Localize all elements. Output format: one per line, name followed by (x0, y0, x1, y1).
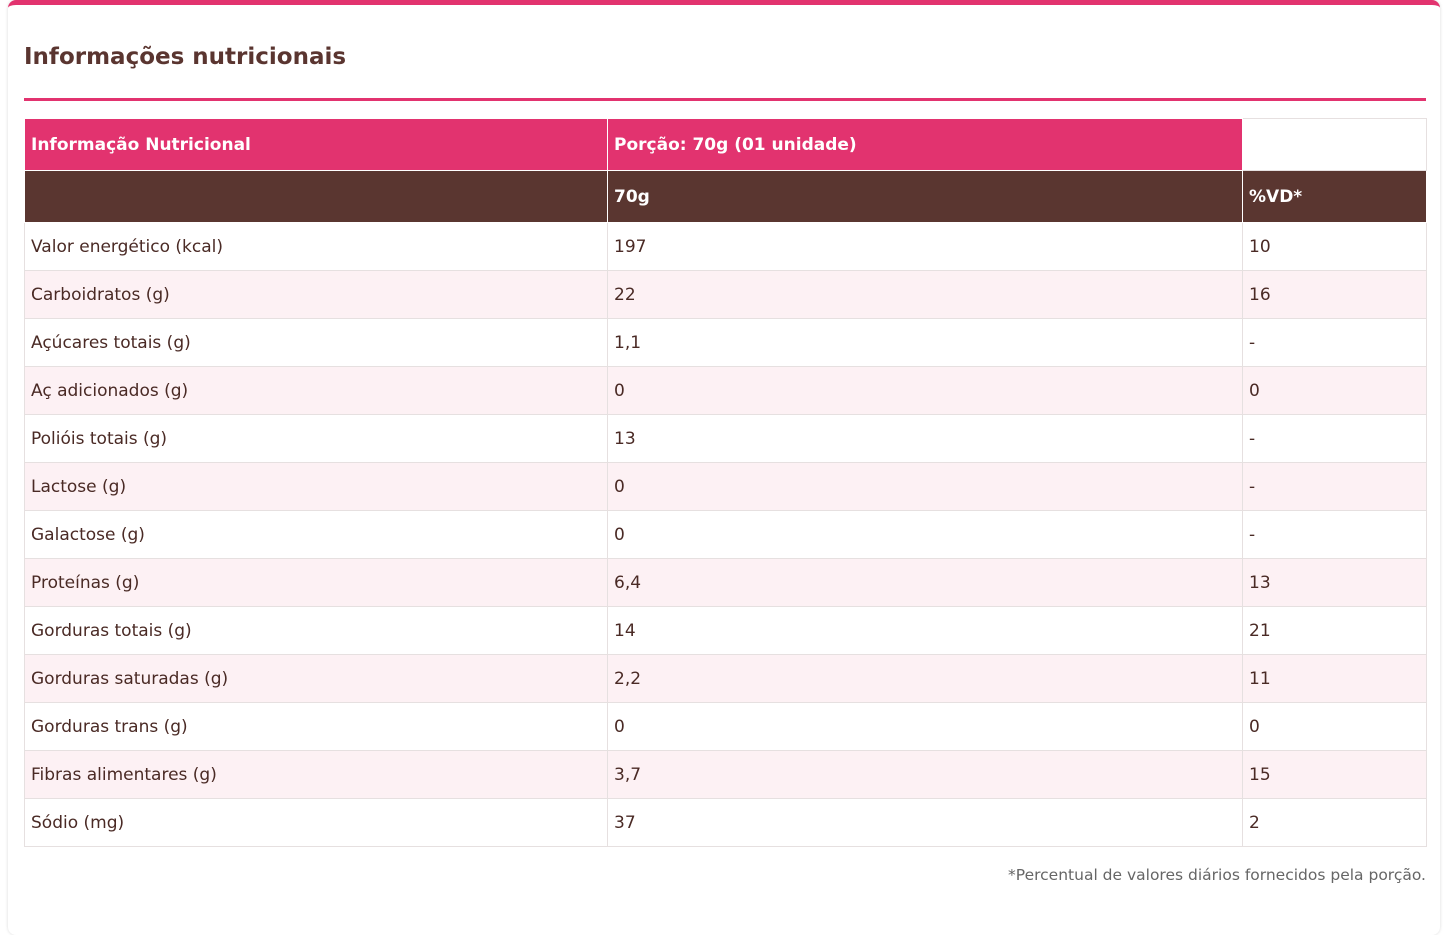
table-cell: Gorduras trans (g) (24, 702, 608, 751)
table-cell: Proteínas (g) (24, 558, 608, 607)
table-row: Polióis totais (g) 13- (24, 414, 1427, 463)
table-cell: Lactose (g) (24, 462, 608, 511)
table-cell: Galactose (g) (24, 510, 608, 559)
table-cell: 13 (607, 414, 1243, 463)
table-row: Gorduras trans (g) 0 0 (24, 702, 1427, 751)
table-cell: 2,2 (607, 654, 1243, 703)
table-cell: Sódio (mg) (24, 798, 608, 847)
table-row: Galactose (g) 0- (24, 510, 1427, 559)
divider (24, 98, 1426, 101)
table-cell: - (1242, 318, 1427, 367)
card (8, 0, 1440, 935)
table-row: Lactose (g) 0- (24, 462, 1427, 511)
table-cell: 0 (607, 366, 1243, 415)
table-row: Aç adicionados (g) 0 0 (24, 366, 1427, 415)
table-cell: 2 (1242, 798, 1427, 847)
table-cell: 21 (1242, 606, 1427, 655)
table-cell: Carboidratos (g) (24, 270, 608, 319)
subheader-cell: 70g (607, 170, 1243, 223)
table-cell: 197 (607, 222, 1243, 271)
table-cell: 3,7 (607, 750, 1243, 799)
table-cell: 0 (607, 462, 1243, 511)
header-row: Informação Nutricional Porção: 70g (01 un… (24, 118, 1427, 171)
table-cell: Aç adicionados (g) (24, 366, 608, 415)
table-cell: 10 (1242, 222, 1427, 271)
table-cell: 13 (1242, 558, 1427, 607)
header-cell (1242, 118, 1427, 171)
table-cell: 16 (1242, 270, 1427, 319)
subheader-cell: %VD* (1242, 170, 1427, 223)
header-cell: Porção: 70g (01 unidade) (607, 118, 1243, 171)
table-cell: Gorduras totais (g) (24, 606, 608, 655)
page: Informações nutricionais Informação Nutr… (8, 0, 1440, 884)
nutrition-table: Informação Nutricional Porção: 70g (01 un… (24, 118, 1427, 847)
table-cell: 15 (1242, 750, 1427, 799)
footnote: *Percentual de valores diários fornecido… (1008, 866, 1426, 884)
table-row: Açúcares totais (g) 1,1- (24, 318, 1427, 367)
table-cell: 0 (607, 702, 1243, 751)
table-cell: 6,4 (607, 558, 1243, 607)
table-cell: 37 (607, 798, 1243, 847)
table-cell: Açúcares totais (g) (24, 318, 608, 367)
subheader-cell (24, 170, 608, 223)
table-row: Gorduras totais (g) 14 21 (24, 606, 1427, 655)
table-cell: 0 (1242, 366, 1427, 415)
table-cell: - (1242, 462, 1427, 511)
table-cell: - (1242, 414, 1427, 463)
subheader-row: 70g %VD* (24, 170, 1427, 223)
table-row: Carboidratos (g) 22 16 (24, 270, 1427, 319)
header-cell: Informação Nutricional (24, 118, 608, 171)
table-cell: 11 (1242, 654, 1427, 703)
table-row: Valor energético (kcal) 197 10 (24, 222, 1427, 271)
table-cell: 0 (1242, 702, 1427, 751)
table-cell: Gorduras saturadas (g) (24, 654, 608, 703)
section-title: Informações nutricionais (24, 44, 347, 70)
table-body: Informação Nutricional Porção: 70g (01 un… (24, 118, 1427, 847)
table-cell: - (1242, 510, 1427, 559)
table-cell: Fibras alimentares (g) (24, 750, 608, 799)
table-row: Sódio (mg) 37 2 (24, 798, 1427, 847)
table-cell: Polióis totais (g) (24, 414, 608, 463)
table-row: Proteínas (g) 6,4 13 (24, 558, 1427, 607)
table-cell: Valor energético (kcal) (24, 222, 608, 271)
table-row: Gorduras saturadas (g) 2,2 11 (24, 654, 1427, 703)
table-cell: 1,1 (607, 318, 1243, 367)
table-cell: 14 (607, 606, 1243, 655)
table-row: Fibras alimentares (g) 3,7 15 (24, 750, 1427, 799)
table-cell: 22 (607, 270, 1243, 319)
table-cell: 0 (607, 510, 1243, 559)
